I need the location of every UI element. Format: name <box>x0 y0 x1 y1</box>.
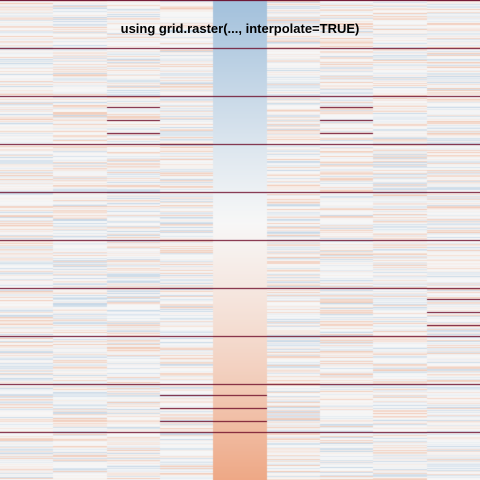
chart-title: using grid.raster(..., interpolate=TRUE) <box>120 21 360 36</box>
